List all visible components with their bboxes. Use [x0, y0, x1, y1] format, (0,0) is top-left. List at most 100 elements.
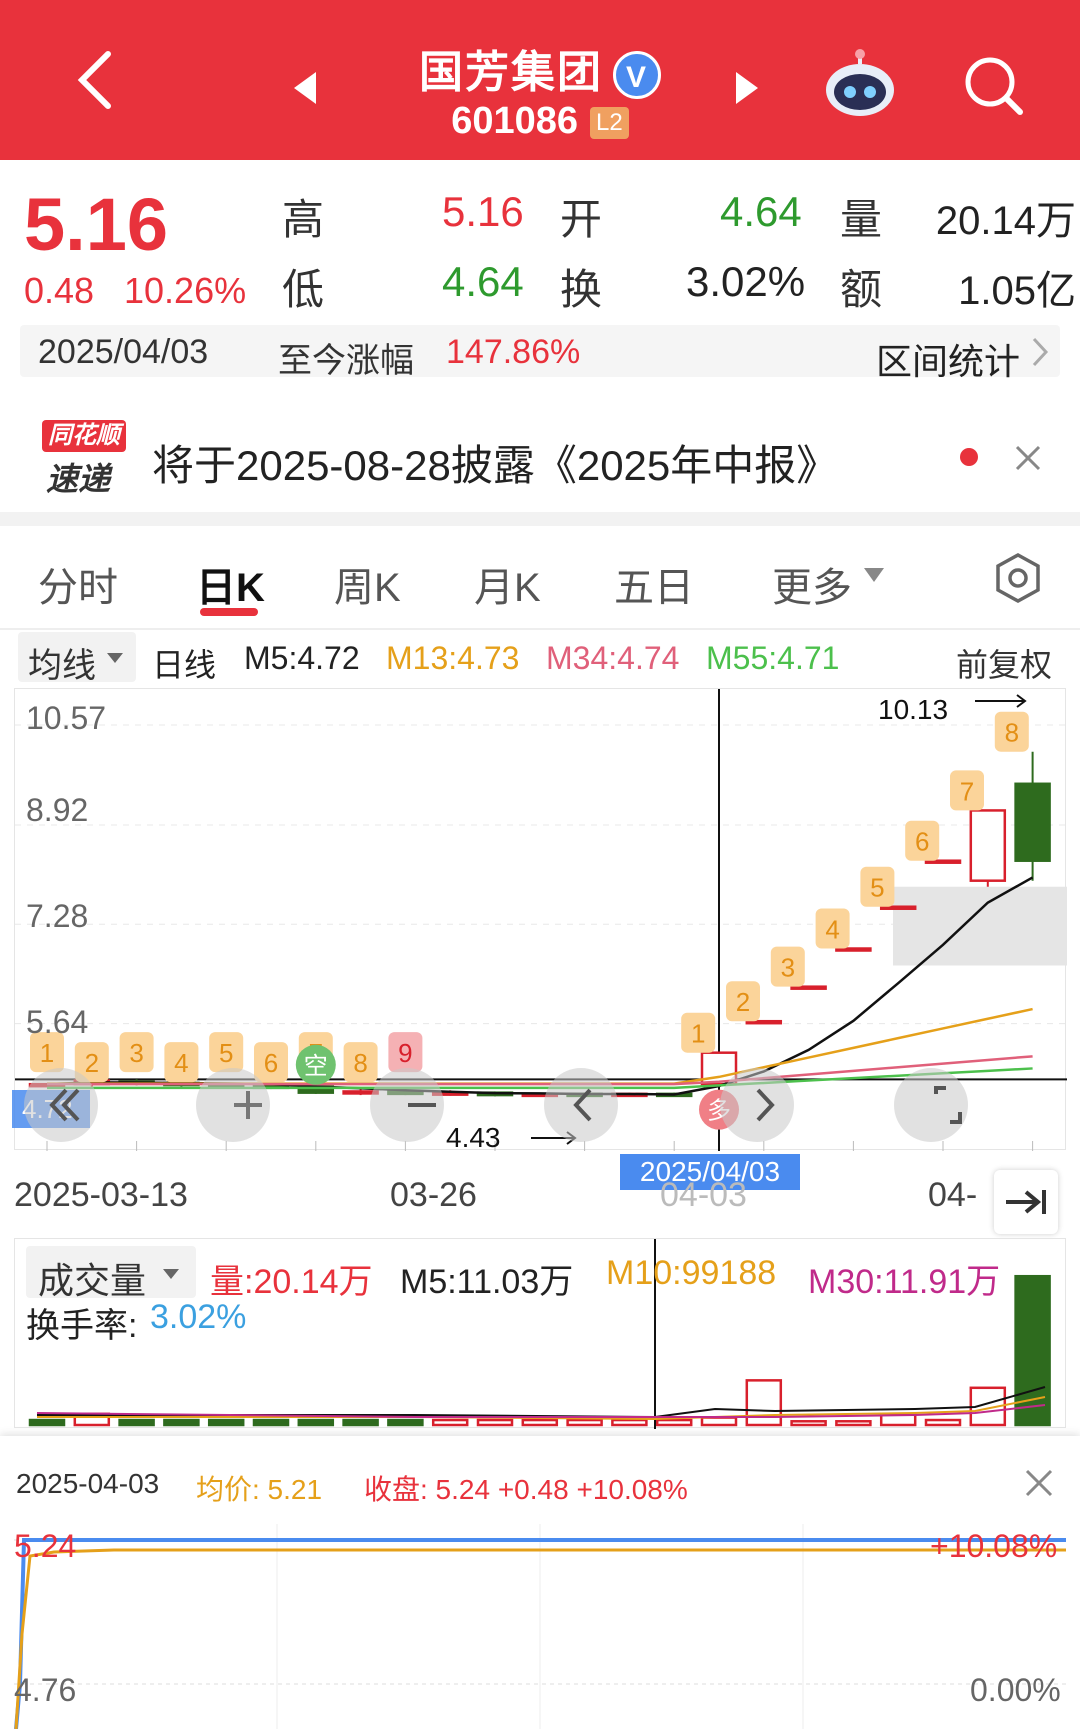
tab-daily-k[interactable]: 日K [196, 566, 265, 610]
price-change: 0.48 [24, 270, 95, 311]
signal-marker [388, 1032, 423, 1073]
open-label: 开 [560, 196, 603, 243]
price-change-pct: 10.26% [124, 270, 247, 311]
volume-bar [297, 1418, 335, 1427]
scroll-left-fast-button[interactable] [24, 1068, 98, 1142]
tab-timeshare[interactable]: 分时 [38, 566, 118, 610]
intraday-date: 2025-04-03 [16, 1468, 160, 1499]
signal-marker-label: 6 [915, 827, 929, 857]
volume-bar [163, 1418, 200, 1427]
top-bar: 国芳集团 V 601086 L2 [0, 0, 1080, 160]
signal-marker-label: 8 [353, 1048, 367, 1078]
volume-bar [28, 1418, 66, 1427]
signal-marker-label: 8 [1005, 718, 1019, 748]
signal-marker-label: 7 [960, 776, 974, 806]
signal-marker [950, 770, 984, 811]
candle [745, 1019, 783, 1025]
volume-bar [790, 1420, 827, 1427]
signal-marker-label: 5 [870, 873, 884, 903]
fullscreen-button[interactable] [894, 1068, 968, 1142]
volume-bar [924, 1418, 962, 1427]
signal-marker-label: 5 [219, 1038, 233, 1068]
tab-monthly-k[interactable]: 月K [474, 566, 541, 610]
unread-dot [960, 448, 978, 466]
volume-m5: M5:11.03万 [400, 1263, 574, 1301]
volume-chart[interactable] [14, 1238, 1066, 1429]
signal-marker-label: 4 [825, 915, 839, 945]
volume-bar [207, 1418, 245, 1427]
nav-glyphs [49, 1086, 962, 1124]
amount-value: 1.05亿 [958, 269, 1076, 313]
notice-banner[interactable]: 同花顺 速递 将于2025-08-28披露《2025年中报》 [0, 392, 1080, 510]
y-label-2: 8.92 [26, 792, 89, 828]
jump-latest-button[interactable] [994, 1170, 1058, 1234]
ma13-value: M13:4.73 [386, 640, 520, 676]
volume-current: 量:20.14万 [210, 1263, 373, 1301]
more-dropdown-icon [864, 568, 884, 582]
intraday-bottom-right: 0.00% [970, 1672, 1061, 1708]
robot-assistant-icon[interactable] [822, 48, 898, 120]
next-stock-icon[interactable] [734, 70, 760, 106]
intraday-top-right: +10.08% [930, 1528, 1058, 1564]
signal-marker-label: 3 [129, 1038, 143, 1068]
section-divider [0, 512, 1080, 526]
current-price: 5.16 [24, 183, 169, 266]
signal-marker-label: 9 [398, 1038, 412, 1068]
active-tab-indicator [200, 608, 258, 616]
low-value: 4.64 [442, 258, 524, 305]
back-icon[interactable] [74, 50, 114, 110]
signal-marker [209, 1032, 244, 1073]
signal-marker [770, 946, 805, 987]
ma-selector[interactable]: 均线 [18, 632, 136, 685]
volume-plot [28, 1239, 1051, 1429]
indicator-selector[interactable]: 成交量 [26, 1246, 196, 1301]
candle [790, 985, 827, 990]
tab-weekly-k[interactable]: 周K [334, 566, 401, 610]
prev-stock-icon[interactable] [292, 70, 318, 106]
signal-marker-label: 6 [264, 1048, 278, 1078]
short-marker-label: 空 [304, 1053, 328, 1080]
volume-label: 量 [840, 196, 883, 243]
signal-marker [994, 711, 1029, 752]
step-left-button[interactable] [544, 1068, 618, 1142]
chevron-down-icon [107, 653, 123, 663]
signal-marker [254, 1042, 288, 1083]
x-label-mid: 03-26 [390, 1176, 477, 1214]
intraday-chart [14, 1524, 1066, 1729]
intraday-avg: 均价: 5.21 [196, 1474, 323, 1505]
tab-more[interactable]: 更多 [772, 566, 852, 610]
intraday-popup: 2025-04-03 均价: 5.21 收盘: 5.24 +0.48 +10.0… [0, 1436, 1080, 1729]
volume-bar [835, 1420, 872, 1427]
signal-marker [119, 1032, 154, 1073]
low-label: 低 [282, 266, 325, 313]
verified-icon: V [613, 51, 661, 100]
volume-bar [252, 1418, 290, 1427]
adjust-toggle[interactable]: 前复权 [956, 647, 1053, 683]
stock-name: 国芳集团 V [0, 36, 1080, 100]
kline-chart[interactable]: 12345678912345678空多 [14, 688, 1067, 1151]
signal-marker [74, 1042, 109, 1083]
volume-bar [387, 1418, 424, 1427]
chevron-right-icon [1032, 337, 1049, 367]
range-label: 至今涨幅 [278, 342, 414, 380]
settings-icon[interactable] [992, 552, 1044, 604]
y-label-4: 5.64 [26, 1004, 89, 1040]
close-icon[interactable] [1024, 1468, 1054, 1498]
tab-five-day[interactable]: 五日 [614, 566, 694, 610]
step-right-button[interactable] [720, 1068, 794, 1142]
range-stats-link[interactable]: 区间统计 [876, 341, 1021, 382]
y-label-3: 7.28 [26, 898, 89, 934]
signal-marker [343, 1042, 378, 1083]
close-icon[interactable] [1014, 444, 1042, 472]
search-icon[interactable] [962, 54, 1026, 118]
range-stats-bar[interactable]: 2025/04/03 至今涨幅 147.86% 区间统计 [20, 325, 1060, 382]
turnover-value: 3.02% [686, 258, 806, 305]
intraday-close: 收盘: 5.24 +0.48 +10.08% [364, 1474, 688, 1505]
jump-to-end-icon [1006, 1190, 1046, 1214]
signal-marker-label: 1 [691, 1019, 705, 1049]
turnover-label-vol: 换手率: [26, 1307, 138, 1345]
volume-bar [745, 1379, 783, 1427]
turnover-label: 换 [560, 266, 603, 313]
candle [1014, 751, 1051, 881]
high-value: 5.16 [442, 188, 524, 235]
